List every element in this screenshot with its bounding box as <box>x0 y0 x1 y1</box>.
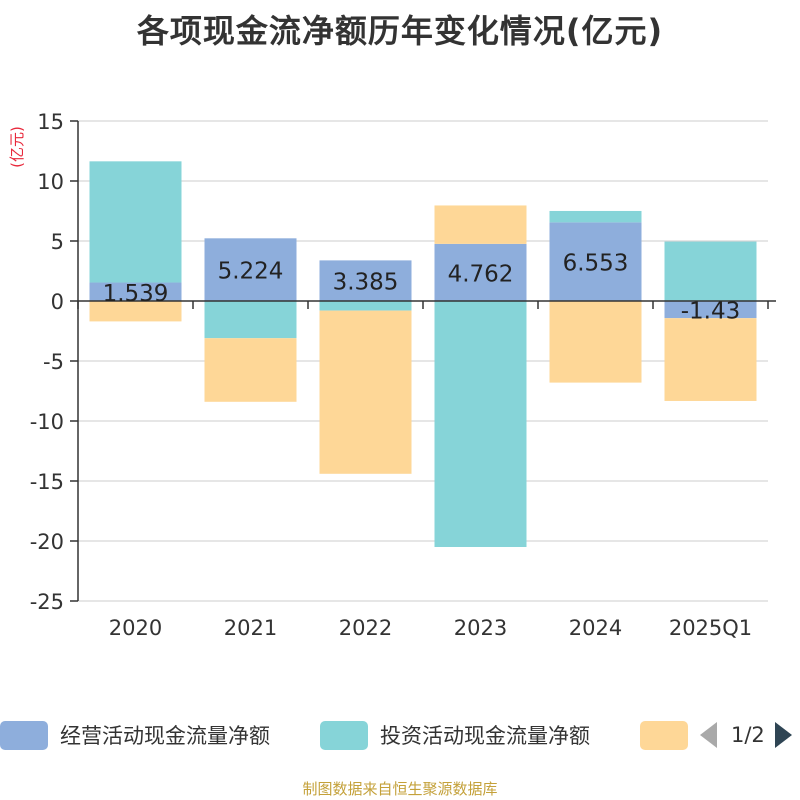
bar-financing-2022 <box>319 310 412 474</box>
bar-operating-2025Q1 <box>664 301 757 319</box>
y-tick-label: -5 <box>43 350 64 374</box>
x-tick-label: 2020 <box>109 616 162 640</box>
bar-investing-2024 <box>549 210 642 223</box>
y-tick-label: 5 <box>51 230 64 254</box>
bar-operating-2022 <box>319 260 412 301</box>
bar-investing-2022 <box>319 301 412 311</box>
data-label-2021: 5.224 <box>218 259 284 285</box>
x-tick-label: 2025Q1 <box>669 616 752 640</box>
y-tick-label: 15 <box>37 110 64 134</box>
legend-swatch-financing <box>640 720 688 750</box>
data-label-2023: 4.762 <box>448 261 514 287</box>
bar-financing-2023 <box>434 205 527 244</box>
bar-financing-2021 <box>204 338 297 402</box>
y-tick-label: -20 <box>30 530 64 554</box>
legend-swatch-investing <box>320 720 368 750</box>
bar-investing-2023 <box>434 301 527 547</box>
legend-label-operating: 经营活动现金流量净额 <box>60 724 270 748</box>
previous-page-icon[interactable] <box>700 722 717 748</box>
x-tick-label: 2024 <box>569 616 622 640</box>
bar-operating-2024 <box>549 222 642 301</box>
legend-item-investing[interactable]: 投资活动现金流量净额 <box>320 718 590 752</box>
y-tick-label: 0 <box>51 290 64 314</box>
data-source-note: 制图数据来自恒生聚源数据库 <box>302 780 498 798</box>
y-axis-title: (亿元) <box>8 126 26 168</box>
data-label-2025Q1: -1.43 <box>681 299 741 325</box>
x-tick-label: 2021 <box>224 616 277 640</box>
data-label-2024: 6.553 <box>563 251 629 277</box>
bar-investing-2020 <box>89 161 182 283</box>
bar-financing-2025Q1 <box>664 318 757 401</box>
legend-page-indicator: 1/2 <box>731 723 765 747</box>
chart-title: 各项现金流净额历年变化情况(亿元) <box>136 12 664 50</box>
y-tick-label: -10 <box>30 410 64 434</box>
legend-swatch-operating <box>0 720 48 750</box>
bar-operating-2020 <box>89 282 182 301</box>
next-page-icon[interactable] <box>774 722 792 748</box>
legend: 经营活动现金流量净额 投资活动现金流量净额 <box>0 718 800 752</box>
legend-item-financing[interactable] <box>640 718 700 752</box>
bar-financing-2024 <box>549 301 642 383</box>
legend-pager: 1/2 <box>700 718 792 752</box>
data-label-2022: 3.385 <box>333 270 399 296</box>
bar-financing-2020 <box>89 301 182 322</box>
y-tick-label: -25 <box>30 590 64 614</box>
y-tick-label: -15 <box>30 470 64 494</box>
bar-operating-2023 <box>434 243 527 301</box>
bar-operating-2021 <box>204 238 297 301</box>
y-tick-label: 10 <box>37 170 64 194</box>
bar-investing-2025Q1 <box>664 241 757 301</box>
legend-label-investing: 投资活动现金流量净额 <box>380 724 590 748</box>
legend-item-operating[interactable]: 经营活动现金流量净额 <box>0 718 270 752</box>
x-tick-label: 2022 <box>339 616 392 640</box>
bar-investing-2021 <box>204 301 297 339</box>
x-tick-label: 2023 <box>454 616 507 640</box>
data-label-2020: 1.539 <box>103 281 169 307</box>
